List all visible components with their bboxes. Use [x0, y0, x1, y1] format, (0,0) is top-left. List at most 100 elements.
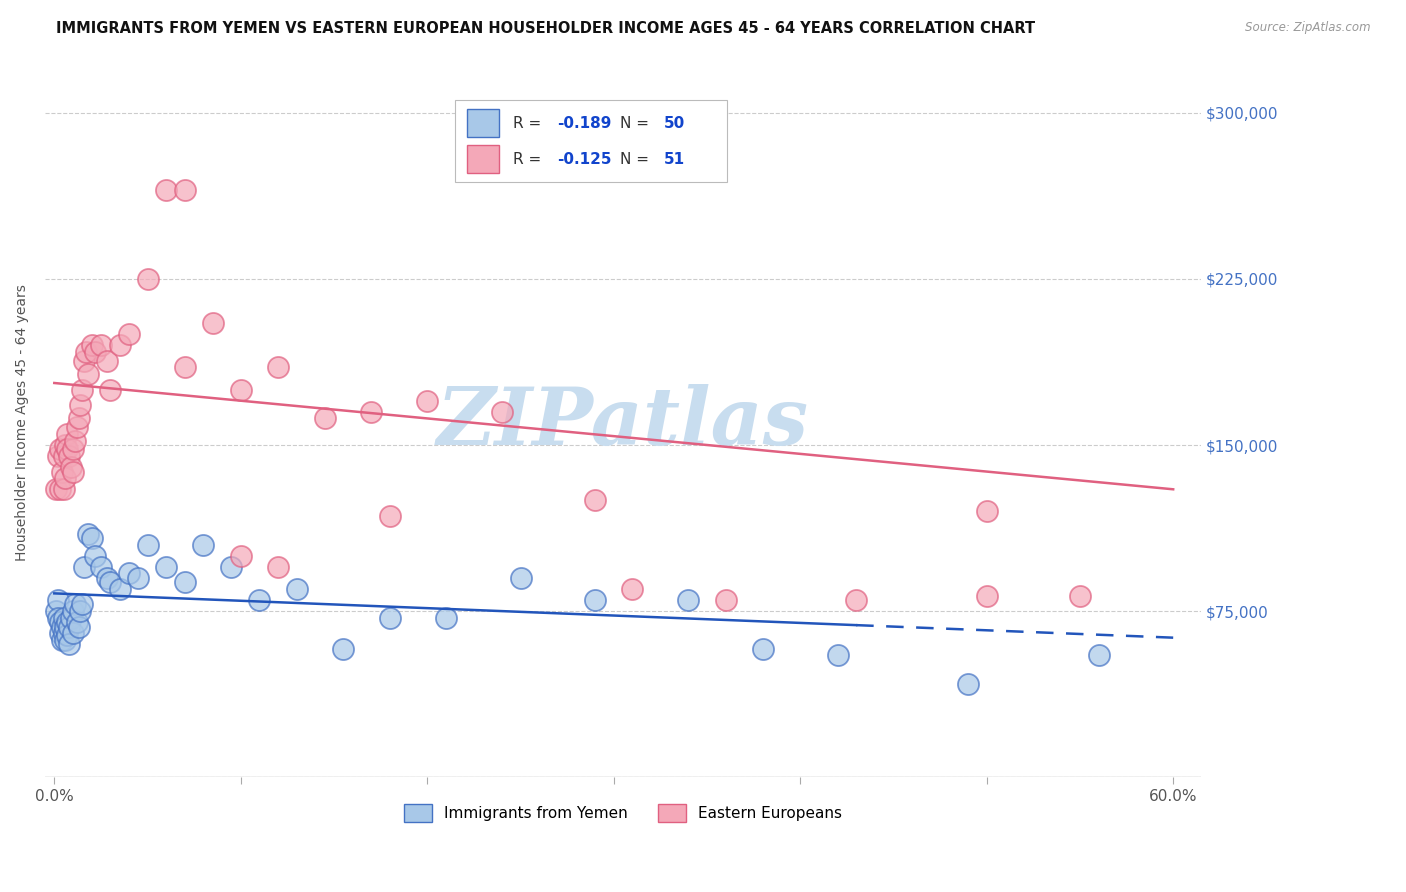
Point	[56, 442, 79, 457]
Point	[360, 405, 382, 419]
Text: Source: ZipAtlas.com: Source: ZipAtlas.com	[1246, 21, 1371, 34]
Point	[76, 526, 98, 541]
Legend: Immigrants from Yemen, Eastern Europeans: Immigrants from Yemen, Eastern Europeans	[396, 796, 849, 830]
Point	[193, 538, 215, 552]
Point	[73, 559, 96, 574]
Point	[267, 559, 290, 574]
Point	[714, 593, 737, 607]
Point	[98, 383, 121, 397]
Point	[173, 575, 195, 590]
Point	[267, 360, 290, 375]
Point	[62, 626, 84, 640]
Point	[621, 582, 644, 596]
Point	[73, 354, 96, 368]
Point	[118, 327, 141, 342]
Point	[678, 593, 700, 607]
Point	[56, 628, 79, 642]
Point	[62, 465, 84, 479]
Point	[51, 619, 73, 633]
Point	[51, 632, 73, 647]
Point	[155, 559, 177, 574]
Point	[46, 449, 69, 463]
Bar	[467, 109, 499, 137]
Point	[56, 615, 79, 630]
Point	[173, 183, 195, 197]
Point	[67, 411, 90, 425]
Point	[229, 549, 252, 563]
Point	[118, 566, 141, 581]
Point	[52, 449, 75, 463]
Point	[51, 465, 73, 479]
Point	[84, 549, 107, 563]
Point	[90, 338, 112, 352]
Point	[90, 559, 112, 574]
Point	[46, 593, 69, 607]
Text: ZIPatlas: ZIPatlas	[437, 384, 808, 461]
Point	[49, 483, 72, 497]
Point	[58, 619, 80, 633]
Point	[63, 434, 86, 448]
Y-axis label: Householder Income Ages 45 - 64 years: Householder Income Ages 45 - 64 years	[15, 285, 30, 561]
Point	[49, 615, 72, 630]
Text: R =: R =	[513, 152, 547, 167]
Point	[108, 582, 131, 596]
Point	[45, 604, 67, 618]
Point	[62, 604, 84, 618]
Point	[1069, 589, 1091, 603]
Point	[96, 354, 118, 368]
Point	[60, 460, 83, 475]
Point	[416, 393, 439, 408]
Point	[80, 531, 103, 545]
Point	[69, 398, 91, 412]
Point	[63, 598, 86, 612]
Point	[66, 615, 89, 630]
Point	[98, 575, 121, 590]
Text: -0.189: -0.189	[557, 116, 612, 131]
Point	[58, 449, 80, 463]
Point	[957, 677, 980, 691]
Point	[378, 508, 401, 523]
Point	[1087, 648, 1109, 663]
Point	[69, 604, 91, 618]
Point	[378, 611, 401, 625]
Point	[49, 626, 72, 640]
Point	[827, 648, 849, 663]
Point	[845, 593, 868, 607]
Point	[56, 426, 79, 441]
Point	[509, 571, 531, 585]
Bar	[467, 145, 499, 173]
Point	[58, 637, 80, 651]
Point	[491, 405, 513, 419]
Point	[80, 338, 103, 352]
Point	[55, 619, 77, 633]
Point	[52, 483, 75, 497]
Point	[201, 316, 224, 330]
Point	[583, 593, 606, 607]
Point	[108, 338, 131, 352]
Point	[127, 571, 149, 585]
Point	[976, 589, 998, 603]
Point	[72, 598, 94, 612]
Point	[155, 183, 177, 197]
Text: -0.125: -0.125	[557, 152, 612, 167]
Text: R =: R =	[513, 116, 547, 131]
Point	[434, 611, 457, 625]
Point	[55, 632, 77, 647]
Point	[229, 383, 252, 397]
Point	[136, 538, 159, 552]
Point	[52, 626, 75, 640]
FancyBboxPatch shape	[456, 101, 727, 182]
Point	[76, 367, 98, 381]
Point	[67, 619, 90, 633]
Point	[285, 582, 308, 596]
Point	[62, 442, 84, 457]
Point	[332, 641, 354, 656]
Point	[84, 345, 107, 359]
Point	[752, 641, 775, 656]
Text: N =: N =	[620, 152, 654, 167]
Text: IMMIGRANTS FROM YEMEN VS EASTERN EUROPEAN HOUSEHOLDER INCOME AGES 45 - 64 YEARS : IMMIGRANTS FROM YEMEN VS EASTERN EUROPEA…	[56, 21, 1035, 36]
Point	[55, 471, 77, 485]
Point	[72, 383, 94, 397]
Point	[221, 559, 243, 574]
Point	[49, 442, 72, 457]
